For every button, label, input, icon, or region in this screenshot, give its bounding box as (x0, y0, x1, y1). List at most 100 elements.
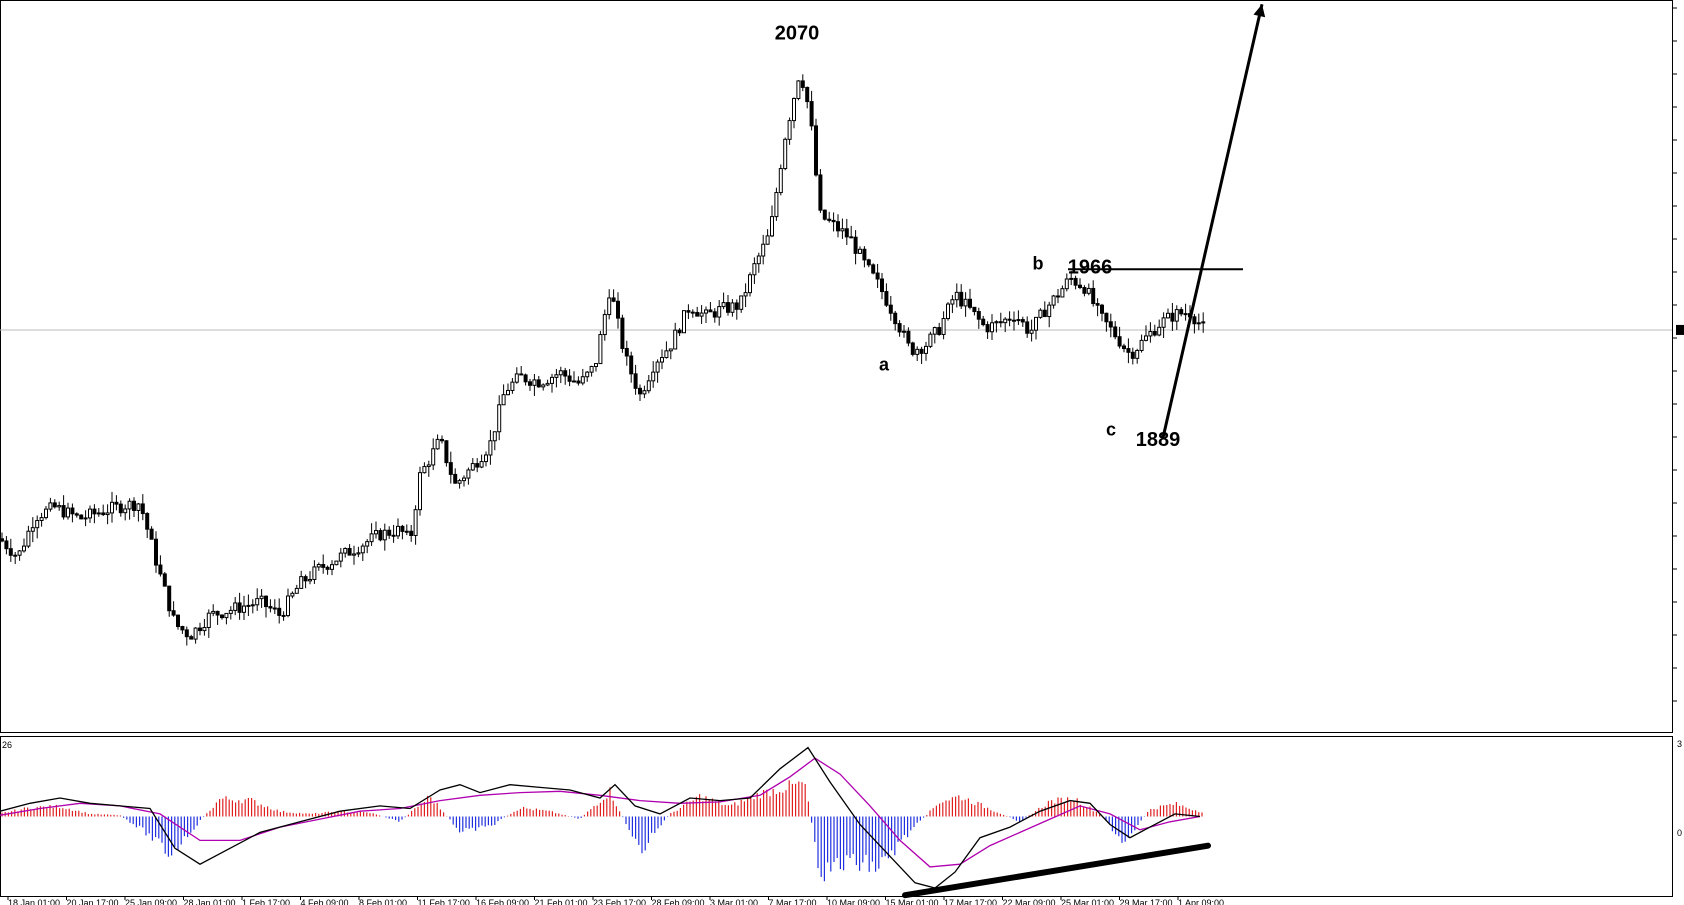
candle-body (418, 472, 422, 511)
candle (743, 283, 748, 307)
candle-body (523, 374, 528, 383)
candle-body (365, 541, 370, 547)
candle (607, 289, 612, 320)
candle (17, 550, 22, 561)
candle (646, 374, 651, 394)
candle-body (242, 605, 246, 613)
candle (321, 554, 326, 574)
candle-body (149, 528, 154, 540)
candle (0, 532, 4, 543)
candle-body (937, 327, 942, 335)
candle-body (360, 545, 365, 554)
candle-body (893, 312, 898, 325)
candle-body (770, 216, 774, 237)
candle-body (888, 304, 893, 314)
candle (312, 560, 317, 584)
candle-body (607, 297, 612, 316)
candle-body (642, 390, 647, 395)
candle (325, 565, 330, 575)
annotation-label-1966: 1966 (1068, 256, 1113, 278)
candle-body (866, 259, 871, 266)
candle-body (118, 503, 123, 514)
candle (145, 512, 150, 539)
candle (585, 370, 590, 382)
candle-body (1029, 329, 1034, 334)
candle (906, 327, 911, 347)
candle (1091, 280, 1096, 307)
candle (1157, 319, 1162, 337)
candle (96, 508, 101, 517)
candle-body (818, 174, 823, 211)
candle-body (48, 502, 53, 510)
candle (541, 383, 546, 391)
candle-body (651, 371, 656, 382)
candle (822, 209, 827, 221)
candle (400, 524, 405, 540)
candle-body (858, 248, 862, 254)
candle (844, 218, 849, 245)
candle-body (1016, 319, 1021, 322)
candle (299, 570, 304, 589)
candle-body (756, 255, 761, 265)
x-tick-label: 17 Mar 17:00 (944, 898, 997, 905)
candle (1029, 319, 1034, 342)
candle (682, 310, 686, 334)
candle (796, 80, 801, 101)
candle (396, 518, 400, 539)
candle-body (730, 302, 735, 313)
candle (858, 246, 862, 255)
candle-body (1192, 316, 1197, 325)
candle-body (272, 607, 277, 610)
candle (800, 74, 805, 92)
candle (567, 369, 572, 387)
candle (66, 502, 70, 520)
candle-body (22, 545, 26, 552)
candle-body (941, 318, 946, 335)
candle-body (1012, 319, 1016, 322)
candle-body (330, 564, 334, 570)
candle-body (734, 302, 739, 310)
candle (242, 595, 246, 620)
candle-body (726, 302, 730, 313)
annotation-label-2070: 2070 (775, 23, 820, 45)
candle (1042, 301, 1047, 318)
candle-body (264, 595, 268, 608)
candle (734, 299, 739, 320)
candle-body (501, 394, 506, 406)
candle (1135, 348, 1140, 364)
candle (193, 627, 198, 644)
candle (523, 373, 528, 386)
annotation-label-c: c (1106, 420, 1116, 440)
candle (488, 429, 493, 465)
candle (189, 634, 194, 640)
candle (13, 552, 18, 565)
candle-body (206, 612, 211, 628)
candle (1020, 316, 1025, 327)
candle-body (224, 612, 229, 619)
candle-body (748, 274, 752, 294)
candle-body (409, 530, 414, 536)
candle (862, 246, 867, 268)
candle-body (171, 610, 176, 616)
candle-body (70, 507, 75, 515)
candle-body (154, 538, 158, 566)
macd-zero-label: 0 (1677, 828, 1682, 838)
candle (589, 365, 594, 377)
candle-body (66, 507, 70, 518)
candle (928, 331, 933, 349)
candle-body (479, 461, 484, 468)
candle-body (88, 508, 92, 519)
candle-body (250, 604, 255, 607)
x-tick-label: 25 Mar 01:00 (1061, 898, 1114, 905)
candle-body (286, 595, 290, 617)
candle-body (853, 236, 858, 254)
candle-body (743, 292, 748, 297)
candle (352, 545, 356, 565)
candle (1069, 270, 1074, 286)
candle-body (374, 530, 378, 535)
candle-body (431, 448, 436, 466)
candle-body (1148, 331, 1153, 337)
candle (871, 263, 876, 275)
candle-body (413, 509, 418, 536)
x-tick-label: 25 Jan 09:00 (125, 898, 177, 905)
